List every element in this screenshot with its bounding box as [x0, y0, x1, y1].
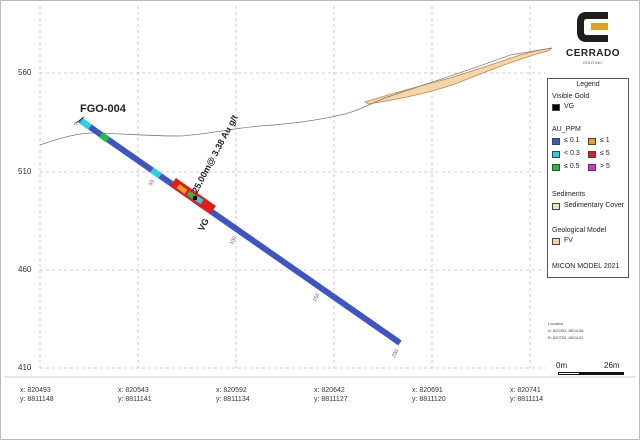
coord-label-4: x: 820642 y: 8811127 [314, 386, 348, 404]
legend-swatch-fv [552, 238, 560, 245]
legend-label-au-le-0-5: ≤ 0.5 [564, 163, 580, 170]
legend-title: Legend [576, 81, 600, 88]
drillhole-collar-tick [75, 116, 85, 124]
coord-label-3-x: x: 820592 [216, 387, 247, 394]
legend-swatch-au-le-0-5 [552, 164, 560, 171]
legend-swatch-vg [552, 104, 560, 111]
cerrado-logo-mark [577, 12, 608, 42]
logo-wordmark: CERRADO [565, 48, 621, 59]
elevation-label-410: 410 [18, 363, 32, 372]
drillhole-name: FGO-004 [80, 103, 126, 115]
legend-swatch-au-le-1 [588, 138, 596, 145]
legend-label-vg: VG [564, 103, 575, 110]
coord-label-2-x: x: 820543 [118, 387, 149, 394]
coord-label-5-y: y: 8811120 [412, 396, 446, 403]
coord-label-4-x: x: 820642 [314, 387, 345, 394]
legend-label-au-lt-0-3: < 0.3 [564, 150, 580, 157]
legend-heading-au-ppm: AU_PPM [552, 126, 581, 133]
coord-label-6: x: 820741 y: 8811114 [510, 386, 543, 404]
topography-line [39, 47, 553, 146]
legend-heading-visible-gold: Visible Gold [552, 93, 590, 100]
cerrado-logo: CERRADO GOLD INC. [560, 8, 626, 70]
coord-label-4-y: y: 8811127 [314, 396, 348, 403]
drillhole-segment-green-top [99, 132, 110, 143]
scale-bar-segment [558, 372, 580, 375]
elevation-label-560: 560 [18, 68, 32, 77]
legend-label-fv: FV [564, 237, 573, 244]
legend-swatch-au-le-5 [588, 151, 596, 158]
legend-swatch-au-lt-0-3 [552, 151, 560, 158]
legend-swatch-au-le-0-1 [552, 138, 560, 145]
scale-label-right: 26m [604, 361, 620, 370]
drillhole-fgo-004 [75, 116, 402, 346]
legend-label-sedimentary-cover: Sedimentary Cover [564, 202, 624, 209]
grid [39, 6, 545, 369]
drillhole-trace [78, 117, 402, 346]
location-point-a: A: 820493, 8811148 [548, 328, 584, 333]
coord-label-2: x: 820543 y: 8811141 [118, 386, 152, 404]
coord-label-3: x: 820592 y: 8811134 [216, 386, 250, 404]
location-point-b: B: 820752, 8811142 [548, 335, 584, 340]
location-note: Location A: 820493, 8811148 B: 820752, 8… [548, 320, 583, 341]
coord-label-6-y: y: 8811114 [510, 396, 544, 403]
legend-swatch-sedimentary-cover [552, 203, 560, 210]
legend-heading-geological-model: Geological Model [552, 227, 607, 234]
coord-label-6-x: x: 820741 [510, 387, 541, 394]
drillhole-segment-cyan-mid [150, 167, 162, 179]
scale-bar-group: 0m 26m [552, 360, 630, 380]
location-title: Location [548, 321, 564, 326]
scale-label-left: 0m [556, 361, 568, 370]
scale-bar [558, 372, 624, 375]
elevation-label-460: 460 [18, 265, 32, 274]
legend-panel: Legend Visible Gold VG AU_PPM ≤ 0.1 ≤ 1 … [547, 78, 629, 278]
legend-label-au-le-5: ≤ 5 [600, 150, 610, 157]
legend-model-note: MICON MODEL 2021 [552, 263, 620, 270]
logo-subtitle: GOLD INC. [582, 60, 604, 65]
coord-label-1-y: y: 8811148 [20, 396, 54, 403]
coord-label-5: x: 820691 y: 8811120 [412, 386, 446, 404]
fv-body [364, 47, 553, 105]
legend-heading-sediments: Sediments [552, 191, 586, 198]
coord-label-2-y: y: 8811141 [118, 396, 152, 403]
coord-label-1-x: x: 820493 [20, 387, 51, 394]
legend-swatch-au-gt-5 [588, 164, 596, 171]
elevation-label-510: 510 [18, 167, 32, 176]
legend-label-au-le-1: ≤ 1 [600, 137, 610, 144]
legend-label-au-le-0-1: ≤ 0.1 [564, 137, 580, 144]
visible-gold-marker [193, 196, 197, 200]
drillhole-segment-orange [176, 184, 188, 194]
coord-label-3-y: y: 8811134 [216, 396, 250, 403]
coord-label-1: x: 820493 y: 8811148 [20, 386, 54, 404]
legend-label-au-gt-5: > 5 [600, 163, 610, 170]
coord-label-5-x: x: 820691 [412, 387, 443, 394]
drillhole-segment-cyan-top [79, 118, 92, 130]
